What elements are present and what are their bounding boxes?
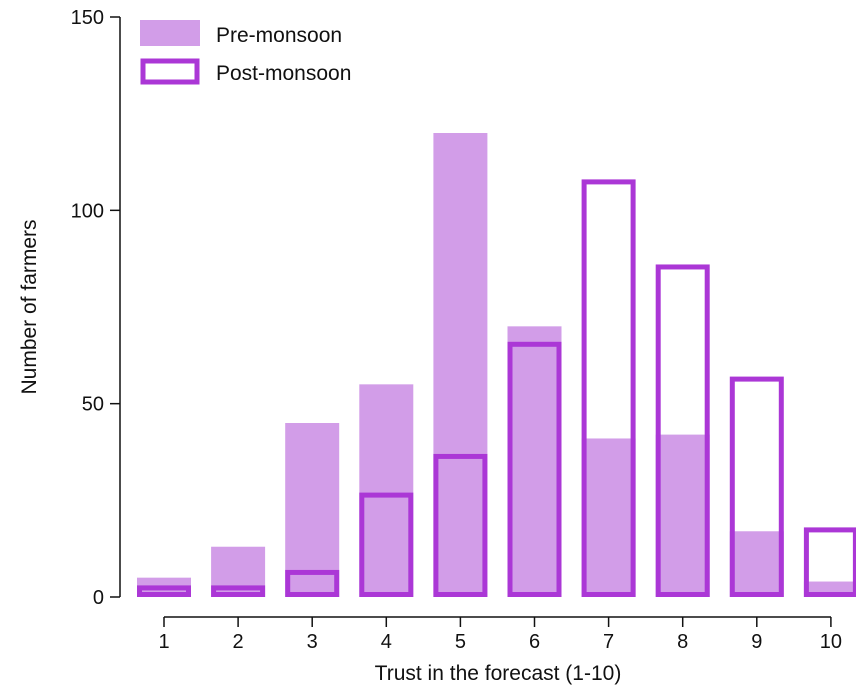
- bar-post-monsoon-10: [803, 527, 856, 598]
- bar-post-monsoon-8: [655, 264, 710, 597]
- bar-post-monsoon-6: [507, 341, 562, 597]
- bar-post-monsoon-1: [137, 585, 191, 598]
- bar-pre-monsoon-7: [581, 438, 636, 597]
- legend-label-post-monsoon: Post-monsoon: [216, 62, 351, 85]
- x-tick-label-4: 4: [381, 631, 392, 653]
- x-tick-label-1: 1: [158, 631, 169, 653]
- bar-post-monsoon-7: [581, 179, 636, 597]
- x-tick-label-3: 3: [307, 631, 318, 653]
- x-tick-label-6: 6: [529, 631, 540, 653]
- x-tick-label-8: 8: [677, 631, 688, 653]
- bar-pre-monsoon-3: [285, 423, 340, 597]
- bar-pre-monsoon-8: [655, 434, 710, 597]
- x-tick-label-9: 9: [751, 631, 762, 653]
- pre-monsoon-bars: [137, 133, 856, 597]
- bar-post-monsoon-3: [285, 569, 340, 598]
- bar-pre-monsoon-6: [507, 326, 562, 597]
- bar-post-monsoon-9: [729, 376, 784, 597]
- y-axis: 0 50 100 150: [71, 7, 121, 609]
- bar-pre-monsoon-9: [729, 531, 784, 597]
- x-tick-label-10: 10: [820, 631, 842, 653]
- post-monsoon-bars: [137, 179, 856, 598]
- x-tick-label-7: 7: [603, 631, 614, 653]
- x-tick-label-2: 2: [233, 631, 244, 653]
- legend: Pre-monsoon Post-monsoon: [140, 20, 351, 85]
- y-tick-label-0: 0: [93, 587, 104, 609]
- legend-swatch-post-monsoon: [140, 58, 200, 85]
- x-axis: 1 2 3 4 5 6 7 8 9 10: [158, 616, 842, 653]
- bar-pre-monsoon-5: [433, 133, 488, 597]
- bar-pre-monsoon-4: [359, 384, 414, 597]
- legend-label-pre-monsoon: Pre-monsoon: [216, 24, 342, 47]
- x-axis-title: Trust in the forecast (1-10): [375, 662, 622, 685]
- bar-post-monsoon-4: [359, 492, 414, 598]
- y-axis-title: Number of farmers: [18, 219, 41, 394]
- legend-swatch-pre-monsoon: [140, 20, 200, 46]
- bar-post-monsoon-5: [433, 453, 488, 597]
- y-tick-label-150: 150: [71, 7, 104, 29]
- y-tick-label-50: 50: [82, 394, 104, 416]
- x-tick-label-5: 5: [455, 631, 466, 653]
- bar-post-monsoon-2: [211, 585, 266, 598]
- y-tick-label-100: 100: [71, 200, 104, 222]
